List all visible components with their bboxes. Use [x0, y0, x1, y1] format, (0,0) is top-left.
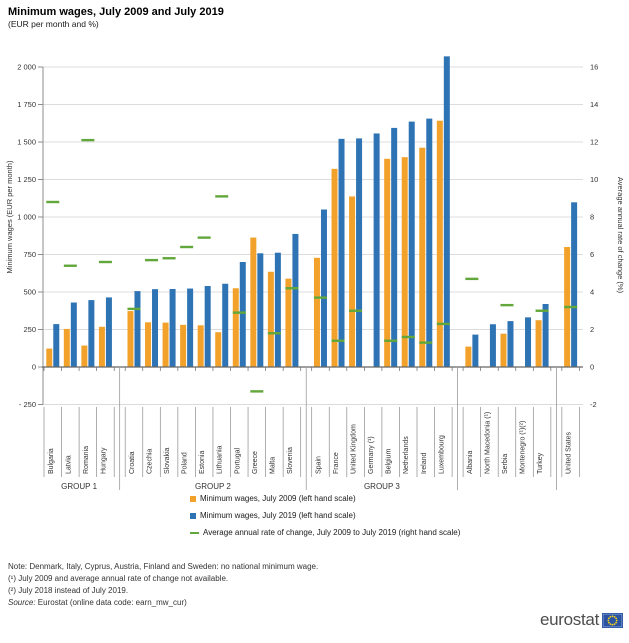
note-line-3: (²) July 2018 instead of July 2019.: [8, 586, 129, 595]
note-line-2: (¹) July 2009 and average annual rate of…: [8, 574, 229, 583]
legend-item-rate: Average annual rate of change, July 2009…: [190, 524, 460, 541]
svg-text:Latvia: Latvia: [65, 455, 72, 474]
chart-legend: Minimum wages, July 2009 (left hand scal…: [190, 490, 460, 541]
svg-text:Average annual rate of change: Average annual rate of change (%): [616, 177, 625, 294]
legend-label-2009: Minimum wages, July 2009 (left hand scal…: [200, 494, 356, 503]
svg-text:Poland: Poland: [182, 452, 189, 474]
svg-text:Estonia: Estonia: [199, 451, 206, 474]
svg-text:Albania: Albania: [467, 451, 474, 474]
svg-text:750: 750: [23, 250, 36, 259]
svg-text:Netherlands: Netherlands: [403, 436, 410, 474]
eurostat-logo-text: eurostat: [539, 610, 599, 629]
svg-text:10: 10: [590, 175, 598, 184]
legend-item-2009: Minimum wages, July 2009 (left hand scal…: [190, 490, 460, 507]
svg-text:-2: -2: [590, 400, 597, 409]
svg-text:1 250: 1 250: [17, 175, 36, 184]
bars-2019: [53, 56, 578, 368]
source-text: Eurostat (online data code: earn_mw_cur): [35, 598, 187, 607]
legend-label-2019: Minimum wages, July 2019 (left hand scal…: [200, 511, 356, 520]
svg-text:Spain: Spain: [315, 456, 322, 474]
svg-text:Slovakia: Slovakia: [164, 447, 171, 474]
minimum-wages-chart: 2 000 1 750 1 500 1 250 1 000 750 500 250 0 - 250…: [5, 56, 625, 491]
rate-markers: [46, 138, 578, 393]
svg-text:Czechia: Czechia: [147, 449, 154, 474]
svg-text:- 250: - 250: [19, 400, 36, 409]
svg-text:GROUP 2: GROUP 2: [195, 482, 231, 491]
bars-2009: [46, 120, 571, 367]
svg-text:Montenegro (¹)(²): Montenegro (¹)(²): [520, 421, 527, 474]
svg-text:Bulgaria: Bulgaria: [48, 448, 55, 474]
svg-text:0: 0: [32, 363, 36, 372]
svg-text:1 750: 1 750: [17, 100, 36, 109]
svg-text:Malta: Malta: [269, 457, 276, 474]
svg-text:6: 6: [590, 250, 594, 259]
chart-title: Minimum wages, July 2009 and July 2019: [8, 6, 224, 18]
svg-text:GROUP 3: GROUP 3: [364, 482, 400, 491]
svg-text:Portugal: Portugal: [234, 447, 241, 474]
svg-text:14: 14: [590, 100, 598, 109]
legend-dash-rate-icon: [190, 531, 199, 534]
y-axis-left: 2 000 1 750 1 500 1 250 1 000 750 500 250 0 - 250…: [5, 63, 44, 409]
x-labels: Bulgaria Latvia Romania Hungary Croatia Czech…: [43, 407, 580, 477]
chart-notes: Note: Denmark, Italy, Cyprus, Austria, F…: [8, 561, 318, 609]
svg-text:2 000: 2 000: [17, 63, 36, 72]
chart-header: Minimum wages, July 2009 and July 2019 (…: [8, 6, 224, 29]
svg-text:4: 4: [590, 288, 594, 297]
svg-text:Lithuania: Lithuania: [217, 445, 224, 474]
svg-text:Ireland: Ireland: [421, 452, 428, 474]
svg-text:Luxembourg: Luxembourg: [438, 435, 445, 474]
svg-text:1 500: 1 500: [17, 138, 36, 147]
svg-text:8: 8: [590, 213, 594, 222]
svg-text:2: 2: [590, 325, 594, 334]
svg-text:Slovenia: Slovenia: [287, 447, 294, 474]
svg-text:United Kingdom: United Kingdom: [351, 424, 358, 474]
note-line-1: Note: Denmark, Italy, Cyprus, Austria, F…: [8, 562, 319, 571]
svg-text:GROUP 1: GROUP 1: [61, 482, 97, 491]
svg-text:Germany (¹): Germany (¹): [368, 436, 375, 474]
svg-text:250: 250: [23, 325, 36, 334]
legend-label-rate: Average annual rate of change, July 2009…: [203, 528, 461, 537]
eu-flag-icon: [602, 612, 623, 628]
svg-text:500: 500: [23, 288, 36, 297]
chart-subtitle: (EUR per month and %): [8, 19, 99, 29]
x-axis: [42, 366, 583, 371]
y-axis-right: 16 14 12 10 8 6 4 2 0 -2 Average annual rate of ch…: [590, 63, 625, 410]
svg-text:12: 12: [590, 138, 598, 147]
eurostat-logo: eurostat: [540, 610, 623, 630]
svg-text:Greece: Greece: [252, 451, 259, 474]
legend-item-2019: Minimum wages, July 2019 (left hand scal…: [190, 507, 460, 524]
svg-text:Minimum wages (EUR per month): Minimum wages (EUR per month): [5, 160, 14, 273]
svg-text:0: 0: [590, 363, 594, 372]
svg-text:Belgium: Belgium: [386, 449, 393, 474]
svg-text:Romania: Romania: [83, 446, 90, 474]
svg-text:Croatia: Croatia: [129, 451, 136, 474]
svg-text:Serbia: Serbia: [502, 454, 509, 474]
svg-text:Turkey: Turkey: [537, 452, 544, 474]
svg-text:United States: United States: [566, 431, 573, 474]
svg-text:North Macedonia (¹): North Macedonia (¹): [484, 412, 491, 474]
source-prefix: Source:: [8, 598, 36, 607]
legend-swatch-2009-icon: [190, 495, 196, 502]
svg-text:16: 16: [590, 63, 598, 72]
source-line: Source: Eurostat (online data code: earn…: [8, 597, 318, 609]
svg-text:Hungary: Hungary: [100, 447, 107, 474]
legend-swatch-2019-icon: [190, 512, 196, 519]
group-labels: GROUP 1 GROUP 2 GROUP 3: [61, 368, 557, 491]
svg-text:France: France: [333, 452, 340, 474]
svg-text:1 000: 1 000: [17, 213, 36, 222]
